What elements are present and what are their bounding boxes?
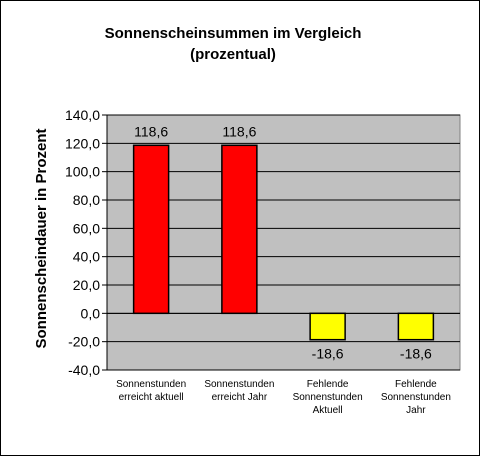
y-axis-label: Sonnenscheindauer in Prozent bbox=[33, 128, 50, 348]
y-tick-label: 60,0 bbox=[73, 220, 100, 236]
y-tick-label: 80,0 bbox=[73, 192, 100, 208]
chart-title-line-1: Sonnenscheinsummen im Vergleich bbox=[105, 25, 362, 42]
category-label-4-line-3: Jahr bbox=[406, 405, 426, 416]
bar-3 bbox=[309, 312, 346, 341]
y-tick-label: 0,0 bbox=[81, 305, 101, 321]
bar-2 bbox=[221, 144, 258, 315]
category-label-3-line-1: Fehlende bbox=[307, 379, 349, 390]
y-tick-label: -20,0 bbox=[68, 334, 100, 350]
chart-title-line-2: (prozentual) bbox=[190, 46, 276, 63]
bar-4 bbox=[397, 312, 435, 341]
data-label-1: 118,6 bbox=[134, 123, 168, 139]
data-label-3: -18,6 bbox=[312, 346, 344, 362]
bar-1 bbox=[132, 144, 170, 315]
y-tick-label: -40,0 bbox=[68, 362, 100, 378]
data-label-2: 118,6 bbox=[222, 123, 256, 139]
y-tick-label: 120,0 bbox=[65, 135, 100, 151]
category-label-3-line-2: Sonnenstunden bbox=[293, 392, 363, 403]
category-label-2-line-1: Sonnenstunden bbox=[204, 379, 274, 390]
category-label-4-line-1: Fehlende bbox=[395, 379, 437, 390]
category-label-1-line-2: erreicht aktuell bbox=[119, 392, 184, 403]
y-tick-label: 40,0 bbox=[73, 249, 100, 265]
y-tick-label: 100,0 bbox=[65, 164, 100, 180]
data-label-4: -18,6 bbox=[400, 346, 432, 362]
category-label-4-line-2: Sonnenstunden bbox=[381, 392, 451, 403]
category-label-1-line-1: Sonnenstunden bbox=[116, 379, 186, 390]
y-tick-label: 20,0 bbox=[73, 277, 100, 293]
y-tick-label: 140,0 bbox=[65, 107, 100, 123]
category-label-3-line-3: Aktuell bbox=[313, 405, 343, 416]
category-label-2-line-2: erreicht Jahr bbox=[212, 392, 268, 403]
